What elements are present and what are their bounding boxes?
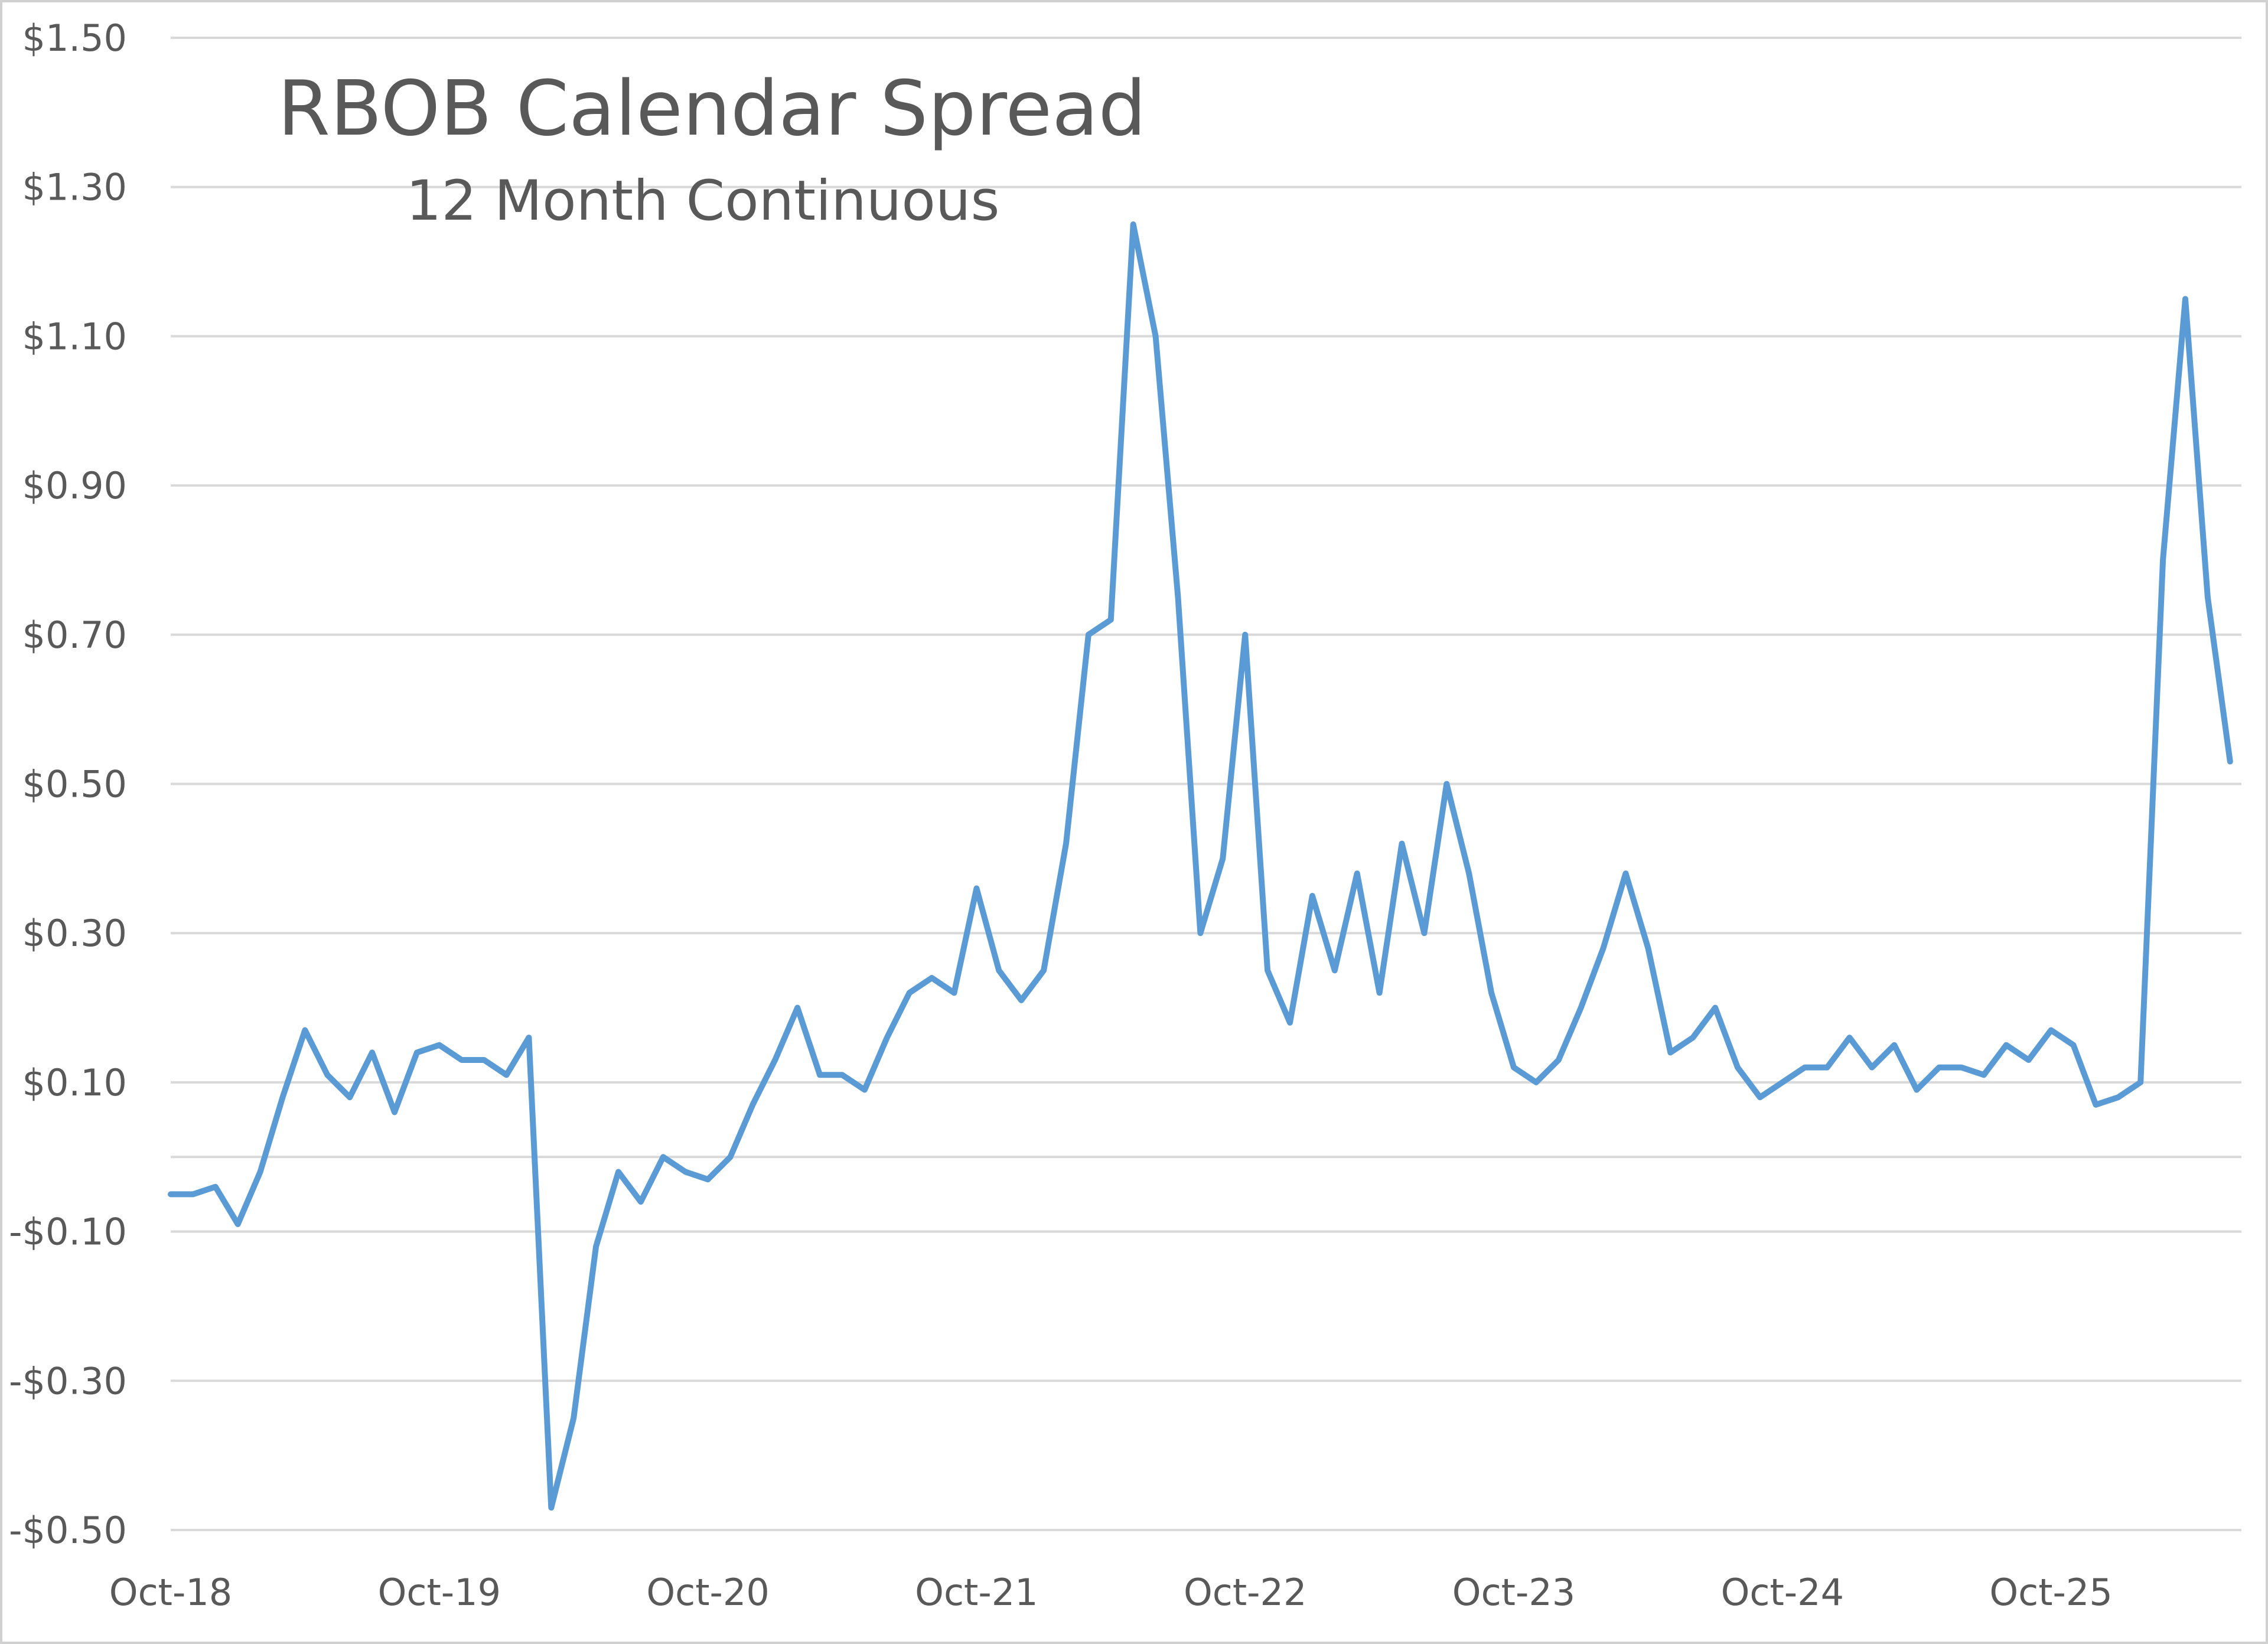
- y-tick-label: $0.90: [22, 464, 128, 507]
- y-tick-label: $0.30: [22, 912, 128, 955]
- grid: [171, 37, 2241, 1531]
- y-tick-label: $1.10: [22, 315, 128, 358]
- x-tick-label: Oct-25: [1989, 1571, 2112, 1614]
- y-tick-label: $0.10: [22, 1061, 128, 1104]
- x-tick-label: Oct-18: [109, 1571, 232, 1614]
- y-tick-label: -$0.50: [9, 1509, 127, 1552]
- y-tick-label: $1.50: [22, 17, 128, 60]
- chart-title: RBOB Calendar Spread: [278, 65, 1146, 153]
- x-tick-label: Oct-20: [646, 1571, 769, 1614]
- y-tick-label: -$0.30: [9, 1359, 127, 1402]
- axis-labels: -$0.50 -$0.30 -$0.10 $0.10 $0.30 $0.50 $0.70 $0…: [9, 17, 2113, 1614]
- y-tick-label: $0.70: [22, 614, 128, 657]
- data-line: [168, 221, 2233, 1511]
- plot-area: [168, 221, 2233, 1511]
- y-tick-label: $0.50: [22, 763, 128, 806]
- y-tick-label: -$0.10: [9, 1211, 127, 1254]
- x-tick-label: Oct-24: [1721, 1571, 1844, 1614]
- y-tick-label: $1.30: [22, 166, 128, 209]
- chart-subtitle: 12 Month Continuous: [406, 169, 1000, 233]
- x-tick-label: Oct-19: [378, 1571, 501, 1614]
- x-tick-label: Oct-22: [1184, 1571, 1306, 1614]
- x-tick-label: Oct-21: [915, 1571, 1038, 1614]
- x-tick-label: Oct-23: [1452, 1571, 1575, 1614]
